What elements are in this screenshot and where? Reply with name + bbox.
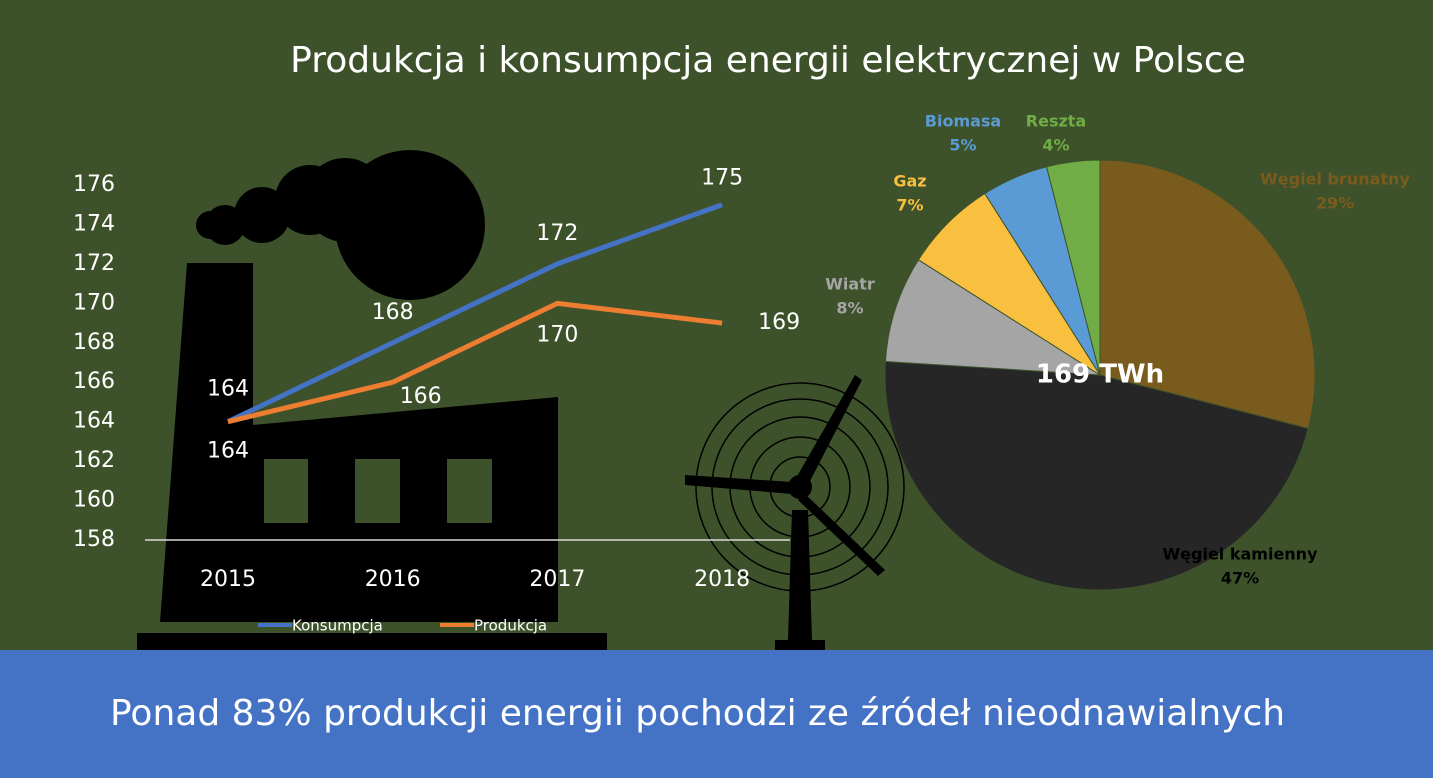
pie-label: Wiatr xyxy=(825,275,875,294)
pie-value-label: 29% xyxy=(1316,194,1354,213)
y-tick-label: 158 xyxy=(73,527,115,552)
page: { "title": "Produkcja i konsumpcja energ… xyxy=(0,0,1433,778)
data-label: 172 xyxy=(536,221,578,246)
factory-base xyxy=(137,633,607,650)
banner-text: Ponad 83% produkcji energii pochodzi ze … xyxy=(110,693,1285,734)
pie-label: Biomasa xyxy=(925,112,1001,131)
y-tick-label: 164 xyxy=(73,409,115,434)
infographic: Produkcja i konsumpcja energii elektrycz… xyxy=(0,0,1433,778)
data-label: 175 xyxy=(701,166,743,191)
pie-label: Reszta xyxy=(1026,112,1086,131)
pie-value-label: 7% xyxy=(896,196,923,215)
pie-center-label: 169 TWh xyxy=(1036,360,1164,390)
title: Produkcja i konsumpcja energii elektrycz… xyxy=(290,40,1246,81)
legend-label: Konsumpcja xyxy=(292,617,383,635)
data-label: 166 xyxy=(400,384,442,409)
y-tick-label: 162 xyxy=(73,448,115,473)
y-tick-label: 160 xyxy=(73,488,115,513)
x-tick-label: 2015 xyxy=(200,567,256,592)
x-tick-label: 2016 xyxy=(365,567,421,592)
pie-label: Węgiel brunatny xyxy=(1260,170,1410,189)
factory-windows xyxy=(264,459,492,523)
data-label: 169 xyxy=(758,310,800,335)
pie-label: Gaz xyxy=(893,172,926,191)
data-label: 164 xyxy=(207,439,249,464)
pie-label: Węgiel kamienny xyxy=(1163,545,1319,564)
y-tick-label: 174 xyxy=(73,211,115,236)
y-tick-label: 176 xyxy=(73,172,115,197)
pie-value-label: 47% xyxy=(1221,569,1259,588)
pie-value-label: 8% xyxy=(836,299,863,318)
y-tick-label: 168 xyxy=(73,330,115,355)
x-tick-label: 2018 xyxy=(694,567,750,592)
y-tick-label: 166 xyxy=(73,369,115,394)
data-label: 170 xyxy=(536,322,578,347)
data-label: 164 xyxy=(207,377,249,402)
data-label: 168 xyxy=(372,300,414,325)
y-tick-label: 170 xyxy=(73,290,115,315)
legend-label: Produkcja xyxy=(474,617,547,635)
y-tick-label: 172 xyxy=(73,251,115,276)
pie-value-label: 5% xyxy=(949,136,976,155)
pie-value-label: 4% xyxy=(1042,136,1069,155)
x-tick-label: 2017 xyxy=(529,567,585,592)
